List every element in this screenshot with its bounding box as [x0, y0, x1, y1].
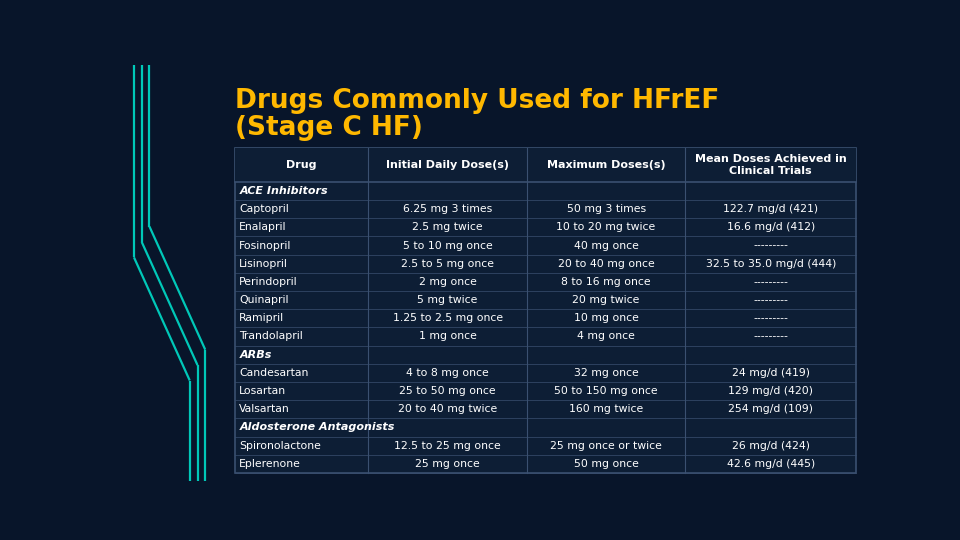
Text: 129 mg/d (420): 129 mg/d (420): [729, 386, 813, 396]
Text: 20 mg twice: 20 mg twice: [572, 295, 639, 305]
Text: 50 mg once: 50 mg once: [574, 459, 638, 469]
Text: Drug: Drug: [286, 160, 317, 170]
Text: 24 mg/d (419): 24 mg/d (419): [732, 368, 810, 378]
Text: 10 to 20 mg twice: 10 to 20 mg twice: [557, 222, 656, 232]
Text: 1.25 to 2.5 mg once: 1.25 to 2.5 mg once: [393, 313, 503, 323]
Text: 1 mg once: 1 mg once: [419, 332, 476, 341]
Text: Valsartan: Valsartan: [239, 404, 290, 414]
Text: 25 to 50 mg once: 25 to 50 mg once: [399, 386, 496, 396]
Bar: [234, 148, 856, 182]
Text: Captopril: Captopril: [239, 204, 289, 214]
Text: 8 to 16 mg once: 8 to 16 mg once: [562, 277, 651, 287]
Text: Candesartan: Candesartan: [239, 368, 309, 378]
Text: 12.5 to 25 mg once: 12.5 to 25 mg once: [395, 441, 501, 450]
Text: Initial Daily Dose(s): Initial Daily Dose(s): [386, 160, 509, 170]
Text: 5 mg twice: 5 mg twice: [418, 295, 478, 305]
Text: Drugs Commonly Used for HFrEF: Drugs Commonly Used for HFrEF: [234, 88, 719, 114]
Text: 122.7 mg/d (421): 122.7 mg/d (421): [723, 204, 818, 214]
Text: Perindopril: Perindopril: [239, 277, 298, 287]
Bar: [234, 148, 856, 473]
Text: Losartan: Losartan: [239, 386, 286, 396]
Text: 10 mg once: 10 mg once: [574, 313, 638, 323]
Text: 40 mg once: 40 mg once: [574, 240, 638, 251]
Text: 5 to 10 mg once: 5 to 10 mg once: [402, 240, 492, 251]
Text: 254 mg/d (109): 254 mg/d (109): [729, 404, 813, 414]
Text: Eplerenone: Eplerenone: [239, 459, 301, 469]
Text: ARBs: ARBs: [239, 350, 272, 360]
Text: 4 mg once: 4 mg once: [577, 332, 635, 341]
Text: ACE Inhibitors: ACE Inhibitors: [239, 186, 328, 196]
Text: Ramipril: Ramipril: [239, 313, 284, 323]
Text: ---------: ---------: [754, 295, 788, 305]
Text: Spironolactone: Spironolactone: [239, 441, 322, 450]
Text: ---------: ---------: [754, 332, 788, 341]
Text: ---------: ---------: [754, 277, 788, 287]
Text: Enalapril: Enalapril: [239, 222, 287, 232]
Text: Fosinopril: Fosinopril: [239, 240, 292, 251]
Text: 6.25 mg 3 times: 6.25 mg 3 times: [403, 204, 492, 214]
Text: 42.6 mg/d (445): 42.6 mg/d (445): [727, 459, 815, 469]
Text: Lisinopril: Lisinopril: [239, 259, 288, 269]
Text: 20 to 40 mg once: 20 to 40 mg once: [558, 259, 655, 269]
Text: ---------: ---------: [754, 240, 788, 251]
Text: Maximum Doses(s): Maximum Doses(s): [547, 160, 665, 170]
Text: 2.5 mg twice: 2.5 mg twice: [412, 222, 483, 232]
Text: 26 mg/d (424): 26 mg/d (424): [732, 441, 810, 450]
Text: (Stage C HF): (Stage C HF): [234, 115, 422, 141]
Text: 2.5 to 5 mg once: 2.5 to 5 mg once: [401, 259, 494, 269]
Text: Trandolapril: Trandolapril: [239, 332, 303, 341]
Text: 32.5 to 35.0 mg/d (444): 32.5 to 35.0 mg/d (444): [706, 259, 836, 269]
Text: 50 to 150 mg once: 50 to 150 mg once: [554, 386, 658, 396]
Text: 2 mg once: 2 mg once: [419, 277, 476, 287]
Text: 20 to 40 mg twice: 20 to 40 mg twice: [398, 404, 497, 414]
Text: 32 mg once: 32 mg once: [574, 368, 638, 378]
Text: ---------: ---------: [754, 313, 788, 323]
Text: Quinapril: Quinapril: [239, 295, 289, 305]
Text: Mean Doses Achieved in
Clinical Trials: Mean Doses Achieved in Clinical Trials: [695, 154, 847, 176]
Text: 50 mg 3 times: 50 mg 3 times: [566, 204, 646, 214]
Text: 25 mg once or twice: 25 mg once or twice: [550, 441, 662, 450]
Text: 16.6 mg/d (412): 16.6 mg/d (412): [727, 222, 815, 232]
Text: 4 to 8 mg once: 4 to 8 mg once: [406, 368, 489, 378]
Text: 25 mg once: 25 mg once: [416, 459, 480, 469]
Text: 160 mg twice: 160 mg twice: [569, 404, 643, 414]
Text: Aldosterone Antagonists: Aldosterone Antagonists: [239, 422, 395, 433]
